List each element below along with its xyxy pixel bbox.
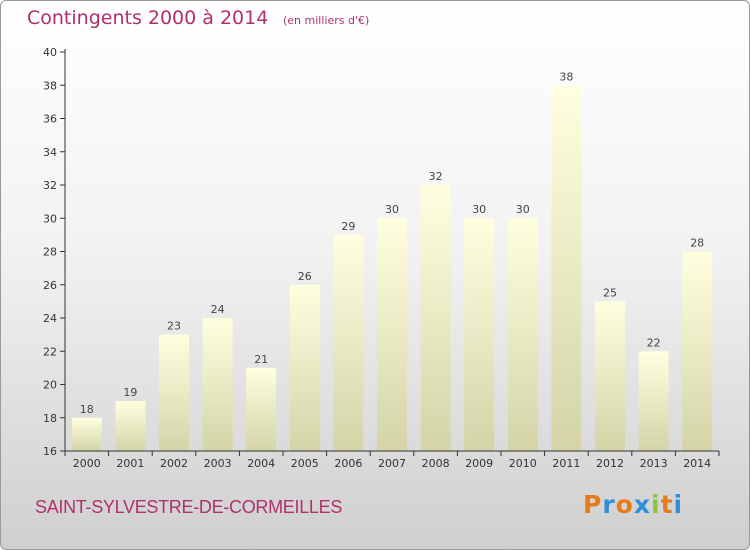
x-tick-label-2007: 2007 <box>378 457 406 470</box>
x-tick-label-2008: 2008 <box>422 457 450 470</box>
y-tick-label-26: 26 <box>43 279 57 292</box>
logo-letter: x <box>633 490 651 519</box>
x-tick-label-2012: 2012 <box>596 457 624 470</box>
logo-letter: o <box>615 490 634 519</box>
y-tick-label-36: 36 <box>43 113 57 126</box>
y-tick-label-40: 40 <box>43 46 57 59</box>
data-label-2010: 30 <box>516 203 530 216</box>
bar-2004 <box>246 367 277 451</box>
proxiti-logo: Proxiti <box>583 490 683 519</box>
data-label-2000: 18 <box>80 403 94 416</box>
data-label-2002: 23 <box>167 320 181 333</box>
data-labels-layer: 18 19 23 24 21 26 29 30 32 30 30 38 25 22 28 <box>80 70 704 416</box>
x-tick-label-2002: 2002 <box>160 457 188 470</box>
data-label-2011: 38 <box>559 70 573 83</box>
x-tick-label-2011: 2011 <box>552 457 580 470</box>
y-tick-label-18: 18 <box>43 412 57 425</box>
bar-2014 <box>682 251 713 451</box>
data-label-2003: 24 <box>211 303 225 316</box>
data-label-2006: 29 <box>341 220 355 233</box>
axes-layer: 2000 2001 2002 2003 2004 2005 2006 2007 2008 2009… <box>43 46 720 470</box>
data-label-2012: 25 <box>603 286 617 299</box>
logo-letter: t <box>660 490 674 519</box>
x-tick-label-2006: 2006 <box>334 457 362 470</box>
data-label-2008: 32 <box>429 170 443 183</box>
bar-2001 <box>115 401 146 451</box>
bar-2000 <box>71 417 102 452</box>
bar-2008 <box>420 185 451 451</box>
bar-2002 <box>159 334 189 451</box>
data-label-2013: 22 <box>647 336 661 349</box>
bar-2011 <box>551 85 582 452</box>
bar-2006 <box>333 234 364 451</box>
chart-title: Contingents 2000 à 2014 <box>27 7 269 29</box>
y-tick-label-38: 38 <box>43 79 57 92</box>
bar-2010 <box>507 218 538 451</box>
data-label-2014: 28 <box>690 237 704 250</box>
logo-letter: P <box>583 490 603 519</box>
y-tick-label-22: 22 <box>43 345 57 358</box>
x-tick-label-2004: 2004 <box>247 457 275 470</box>
x-tick-label-2001: 2001 <box>116 457 144 470</box>
data-label-2007: 30 <box>385 203 399 216</box>
y-tick-label-30: 30 <box>43 212 57 225</box>
data-label-2009: 30 <box>472 203 486 216</box>
x-tick-label-2003: 2003 <box>204 457 232 470</box>
x-tick-label-2000: 2000 <box>73 457 101 470</box>
bar-2009 <box>464 218 495 451</box>
logo-letter: r <box>602 490 616 519</box>
y-tick-label-24: 24 <box>43 312 57 325</box>
x-tick-label-2005: 2005 <box>291 457 319 470</box>
y-tick-label-20: 20 <box>43 379 57 392</box>
commune-name: SAINT-SYLVESTRE-DE-CORMEILLES <box>35 497 343 517</box>
x-tick-label-2010: 2010 <box>509 457 537 470</box>
bar-2012 <box>595 301 625 451</box>
x-tick-label-2009: 2009 <box>465 457 493 470</box>
bar-2005 <box>289 284 320 452</box>
data-label-2004: 21 <box>254 353 268 366</box>
y-tick-label-34: 34 <box>43 146 57 159</box>
x-tick-label-2014: 2014 <box>683 457 711 470</box>
data-label-2001: 19 <box>123 386 137 399</box>
y-tick-label-32: 32 <box>43 179 57 192</box>
logo-letter: i <box>673 490 684 519</box>
bars-layer <box>71 85 713 452</box>
logo-letter: i <box>651 490 661 519</box>
y-tick-label-28: 28 <box>43 246 57 259</box>
chart-unit: (en milliers d'€) <box>283 14 370 27</box>
bar-2007 <box>377 218 407 451</box>
bar-2013 <box>638 351 669 452</box>
data-label-2005: 26 <box>298 270 312 283</box>
bar-2003 <box>202 318 233 451</box>
y-tick-label-16: 16 <box>43 445 57 458</box>
x-tick-label-2013: 2013 <box>640 457 668 470</box>
